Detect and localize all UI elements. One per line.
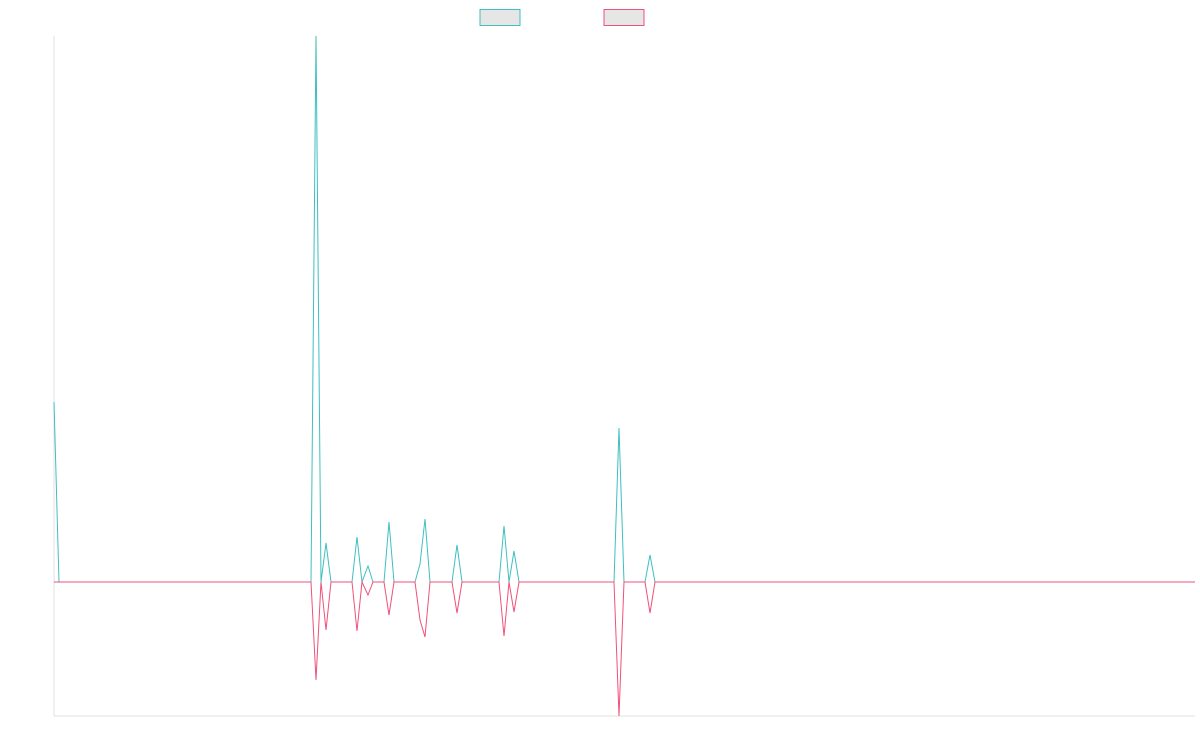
series-line <box>53 35 1195 583</box>
legend-swatch[interactable] <box>603 9 645 26</box>
series-line <box>54 580 1195 717</box>
legend-swatch[interactable] <box>479 9 521 26</box>
